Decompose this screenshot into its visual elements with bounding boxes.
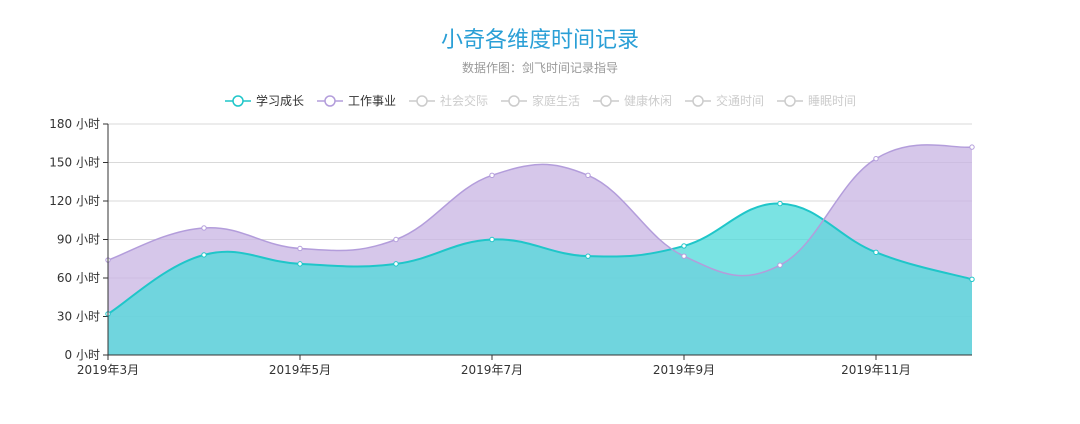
legend-marker-icon — [500, 94, 527, 107]
data-point — [969, 144, 975, 150]
y-tick-label: 0 小时 — [65, 348, 100, 362]
data-point — [585, 253, 591, 259]
series-line — [107, 144, 973, 277]
y-tick-label: 30 小时 — [57, 310, 100, 324]
legend-label: 工作事业 — [347, 94, 396, 108]
legend-item[interactable]: 健康休闲 — [592, 92, 672, 109]
data-point — [489, 172, 495, 179]
legend-label: 家庭生活 — [531, 94, 580, 108]
legend: 学习成长 工作事业 社会交际 家庭生活 健康休闲 交通时间 睡眠时间 — [0, 92, 1080, 109]
legend-item[interactable]: 学习成长 — [224, 92, 304, 109]
legend-marker-icon — [316, 94, 343, 107]
data-point — [873, 155, 879, 162]
x-tick-label: 2019年11月 — [841, 363, 911, 377]
chart-title: 小奇各维度时间记录 — [440, 28, 639, 53]
legend-label: 睡眠时间 — [808, 94, 857, 108]
data-point — [969, 276, 975, 282]
legend-marker-icon — [777, 94, 804, 107]
data-point — [201, 252, 207, 258]
x-tick-label: 2019年5月 — [269, 363, 331, 377]
legend-label: 社会交际 — [439, 94, 488, 108]
y-tick-label: 180 小时 — [49, 117, 100, 131]
legend-item[interactable]: 交通时间 — [684, 92, 764, 109]
data-point — [777, 262, 783, 268]
y-tick-label: 120 小时 — [49, 194, 100, 208]
legend-item[interactable]: 睡眠时间 — [776, 92, 856, 109]
data-point — [681, 243, 687, 249]
data-point — [297, 261, 303, 267]
data-point — [777, 200, 783, 207]
y-tick-label: 90 小时 — [57, 233, 100, 247]
legend-marker-icon — [593, 94, 619, 107]
legend-item[interactable]: 家庭生活 — [500, 92, 580, 109]
data-point — [681, 253, 687, 259]
y-tick-label: 150 小时 — [49, 156, 100, 170]
legend-label: 学习成长 — [255, 94, 304, 108]
y-tick-label: 60 小时 — [57, 271, 100, 285]
legend-marker-icon — [685, 94, 712, 107]
legend-label: 健康休闲 — [624, 94, 673, 108]
data-point — [873, 249, 879, 256]
series-line — [107, 202, 973, 315]
x-tick-label: 2019年7月 — [461, 363, 523, 377]
legend-item[interactable]: 工作事业 — [316, 92, 396, 109]
legend-marker-icon — [224, 94, 251, 107]
legend-item[interactable]: 社会交际 — [408, 92, 488, 109]
x-tick-label: 2019年3月 — [77, 363, 139, 377]
chart-subtitle: 数据作图：剑飞时间记录指导 — [461, 61, 618, 75]
x-tick-label: 2019年9月 — [653, 363, 715, 377]
data-point — [585, 172, 591, 179]
data-point — [201, 225, 207, 231]
data-point — [489, 236, 495, 243]
data-point — [393, 236, 399, 243]
data-point — [297, 245, 303, 252]
legend-label: 交通时间 — [716, 94, 765, 108]
legend-marker-icon — [408, 94, 435, 107]
data-point — [393, 261, 399, 267]
series-area — [108, 203, 972, 355]
